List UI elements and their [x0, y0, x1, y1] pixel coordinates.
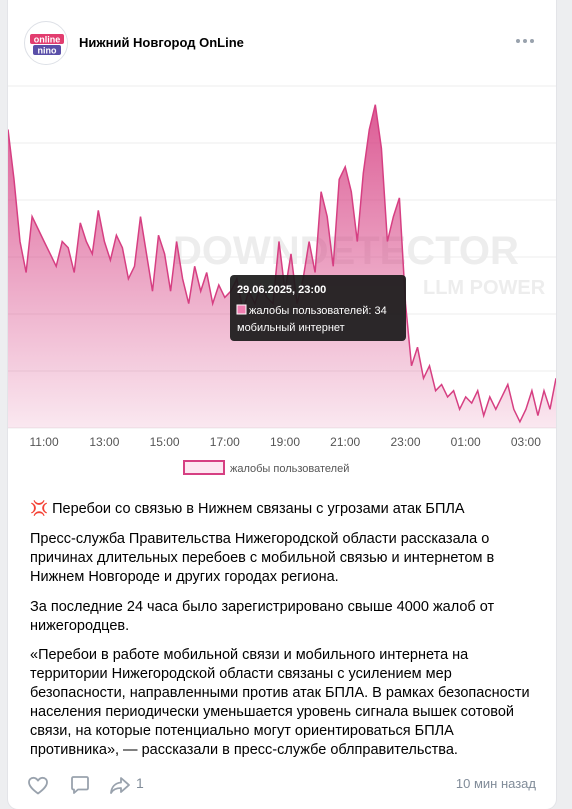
dot-icon	[516, 39, 520, 43]
legend-label: жалобы пользователей	[230, 463, 349, 475]
share-count: 1	[136, 775, 144, 791]
tooltip-series-label: жалобы пользователей: 34	[249, 305, 387, 317]
anger-emoji-icon: 💢	[30, 501, 49, 517]
x-tick-label: 23:00	[390, 435, 420, 449]
post-paragraph-1: Пресс-служба Правительства Нижегородской…	[30, 531, 495, 585]
dot-icon	[530, 39, 534, 43]
logo-text-bottom: nino	[38, 46, 57, 56]
group-avatar[interactable]: online nino	[24, 21, 68, 65]
legend-swatch	[183, 460, 225, 475]
share-button[interactable]	[108, 773, 132, 797]
comment-icon	[71, 776, 89, 794]
logo-text-top: online	[34, 35, 61, 45]
post-footer: 1 10 мин назад	[8, 770, 556, 800]
series-area	[8, 104, 556, 428]
watermark-sub: LLM POWER	[423, 277, 546, 299]
share-arrow-icon	[110, 777, 130, 794]
post-paragraph-2: За последние 24 часа было зарегистрирова…	[30, 599, 495, 634]
x-tick-label: 19:00	[270, 435, 300, 449]
dot-icon	[523, 39, 527, 43]
post-title: 💢 Перебои со связью в Нижнем связаны с у…	[30, 500, 540, 519]
post-title-text: Перебои со связью в Нижнем связаны с угр…	[52, 501, 465, 517]
post-image-chart[interactable]: DOWNDETECTOR LLM POWER 11:0013:0015:0017…	[7, 78, 557, 490]
like-button[interactable]	[26, 773, 50, 797]
more-options-button[interactable]	[516, 30, 536, 50]
post-paragraph-3: «Перебои в работе мобильной связи и моби…	[30, 647, 530, 758]
x-tick-label: 21:00	[330, 435, 360, 449]
x-tick-label: 03:00	[511, 435, 541, 449]
x-tick-label: 11:00	[30, 435, 59, 449]
tooltip: 29.06.2025, 23:00 жалобы пользователей: …	[230, 275, 406, 341]
post-timestamp[interactable]: 10 мин назад	[455, 776, 536, 791]
x-tick-label: 13:00	[89, 435, 119, 449]
tooltip-box	[230, 275, 406, 341]
x-tick-label: 15:00	[150, 435, 180, 449]
x-tick-label: 01:00	[451, 435, 481, 449]
post-header: online nino Нижний Новгород OnLine	[8, 0, 556, 78]
x-axis-ticks: 11:00 13:00 15:00 17:00 19:00 21:00 23:00 01:00…	[30, 435, 542, 449]
outage-chart: DOWNDETECTOR LLM POWER 11:0013:0015:0017…	[7, 78, 557, 490]
heart-icon	[28, 776, 48, 795]
series-line	[7, 104, 557, 424]
tooltip-time: 29.06.2025, 23:00	[237, 284, 326, 296]
tooltip-category: мобильный интернет	[237, 322, 345, 334]
group-name-link[interactable]: Нижний Новгород OnLine	[79, 35, 244, 50]
x-tick-label: 17:00	[210, 435, 240, 449]
tooltip-swatch	[236, 304, 247, 315]
comment-button[interactable]	[68, 773, 92, 797]
post-card: online nino Нижний Новгород OnLine DOWND…	[7, 0, 557, 809]
group-logo: online nino	[26, 23, 67, 64]
series-layer	[7, 104, 557, 428]
